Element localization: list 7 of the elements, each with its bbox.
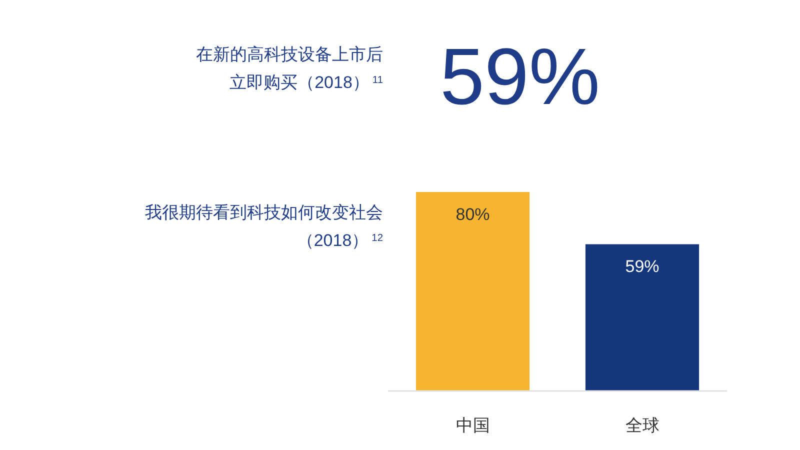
data-label: 80% [456, 205, 490, 224]
text: 我很期待看到科技如何改变社会（2018）$^{12}$ [145, 203, 384, 250]
text: 在新的高科技设备上市后立即购买（2018）$^{11}$ [196, 45, 384, 92]
x-tick-label: 中国 [456, 416, 490, 435]
text: 59% [440, 32, 600, 121]
data-label: 59% [625, 257, 660, 276]
x-tick-label: 全球 [625, 416, 660, 435]
